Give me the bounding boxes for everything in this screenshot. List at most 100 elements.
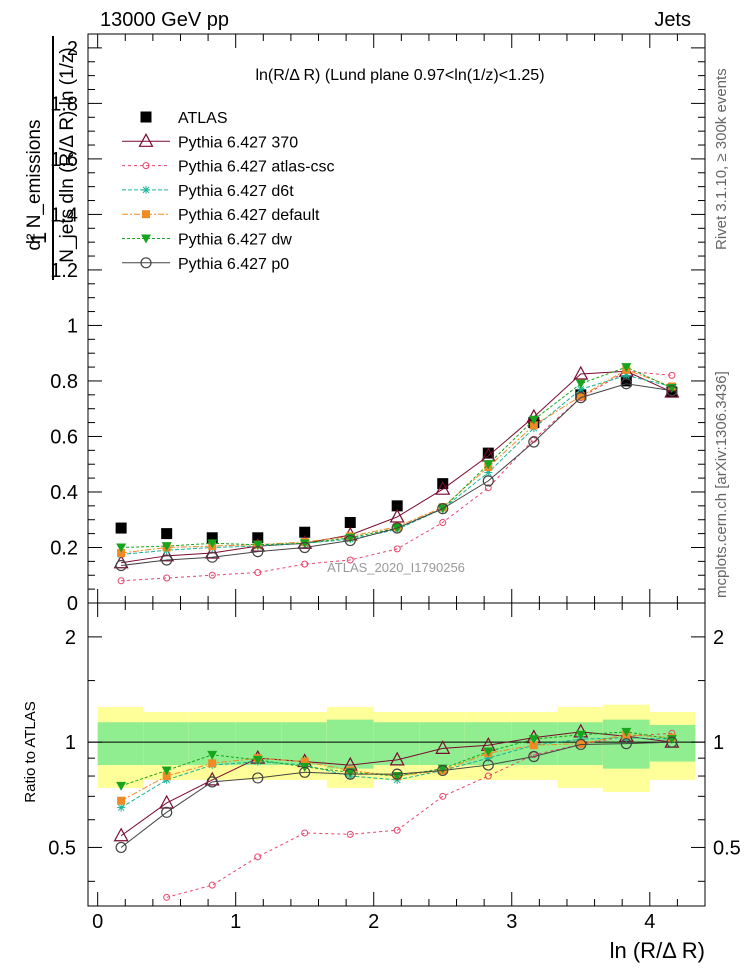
main-point-p0 <box>252 546 264 558</box>
main-point-p0 <box>206 551 218 563</box>
main-point-atlas <box>620 375 632 387</box>
main-point-default <box>117 549 126 558</box>
main-point-atlas_csc <box>668 371 676 379</box>
main-point-p0 <box>437 503 449 515</box>
main-point-p0 <box>391 522 403 534</box>
main-point-dw <box>116 543 127 553</box>
ratio-ytick-label-left: 0.5 <box>48 837 76 859</box>
ratio-point-dw <box>161 766 172 776</box>
legend-marker-atlas_csc <box>142 162 150 170</box>
main-point-atlas_csc <box>117 577 125 585</box>
ratio-point-dw <box>345 768 356 778</box>
main-point-atlas <box>299 526 311 538</box>
main-point-p370 <box>573 365 589 380</box>
y-label-denominator: N_jets dln (R/Δ R) ln (1/z) <box>57 47 78 262</box>
main-point-atlas <box>206 532 218 544</box>
ratio-point-default <box>576 739 585 748</box>
ratio-point-p0 <box>252 772 264 784</box>
main-line-dw <box>121 366 673 548</box>
x-axis-label: ln (R/Δ R) <box>610 938 705 963</box>
main-point-p370 <box>389 508 405 523</box>
ratio-point-p0 <box>391 768 403 780</box>
main-point-atlas <box>115 522 127 534</box>
main-point-dw <box>528 415 539 425</box>
ratio-point-atlas_csc <box>393 826 401 834</box>
ratio-point-p370 <box>113 827 129 842</box>
main-point-p0 <box>575 392 587 404</box>
header-process: Jets <box>654 9 691 31</box>
ratio-inner-band <box>97 722 144 766</box>
main-point-default <box>576 392 585 401</box>
main-line-atlas_csc <box>121 370 672 582</box>
main-point-atlas_csc <box>393 545 401 553</box>
legend-marker-p0 <box>140 257 152 269</box>
ratio-point-dw <box>207 750 218 760</box>
main-point-d6t-stroke <box>577 385 585 393</box>
main-ytick-label: 1.6 <box>50 149 78 171</box>
ratio-point-atlas_csc <box>163 893 171 901</box>
ratio-point-atlas_csc <box>346 830 354 838</box>
main-point-dw <box>207 539 218 549</box>
main-point-p0 <box>344 534 356 547</box>
legend-label-p370: Pythia 6.427 370 <box>178 134 298 151</box>
legend-marker-d6t-stroke <box>142 186 150 194</box>
ratio-point-p370 <box>159 794 175 809</box>
ratio-line-atlas_csc <box>166 732 672 898</box>
ratio-point-atlas_csc <box>301 829 309 837</box>
main-point-default <box>529 421 538 430</box>
main-ytick-label: 0.4 <box>50 482 78 504</box>
ratio-point-p370 <box>435 740 451 754</box>
main-ytick-label: 0.8 <box>50 371 78 393</box>
ratio-point-p0 <box>161 806 173 818</box>
main-point-atlas_csc <box>439 519 447 527</box>
ratio-point-dw <box>437 764 448 774</box>
ratio-point-p0 <box>482 759 494 771</box>
main-point-atlas_csc <box>254 568 262 576</box>
main-point-dw <box>575 379 586 389</box>
main-point-atlas <box>252 532 264 544</box>
ratio-inner-band <box>143 722 189 766</box>
legend-marker-p370 <box>138 133 154 147</box>
ratio-point-default <box>117 796 126 805</box>
ratio-ytick-label-left: 1 <box>65 732 76 754</box>
ratio-point-atlas_csc <box>208 881 216 889</box>
main-point-p370 <box>435 480 451 495</box>
legend-marker-d6t <box>142 185 150 194</box>
ratio-point-dw <box>116 781 127 791</box>
header-energy: 13000 GeV pp <box>100 9 229 31</box>
ratio-inner-band <box>373 722 420 766</box>
legend-label-default: Pythia 6.427 default <box>178 207 320 224</box>
analysis-watermark: ATLAS_2020_I1790256 <box>327 560 465 575</box>
main-point-dw <box>299 539 310 549</box>
main-point-atlas <box>391 500 403 512</box>
ratio-ytick-label-right: 1 <box>713 732 724 754</box>
legend: ATLAS Pythia 6.427 370 Pythia 6.427 atlas-… <box>122 110 335 273</box>
main-point-atlas_csc <box>484 484 492 492</box>
legend-marker-atlas <box>140 111 152 123</box>
legend-label-atlas_csc: Pythia 6.427 atlas-csc <box>178 159 335 176</box>
ratio-ytick-label-right: 2 <box>713 627 724 649</box>
ratio-line-p0 <box>120 741 672 848</box>
main-ytick-label: 0 <box>67 593 78 615</box>
main-ytick-label: 1.4 <box>50 204 78 226</box>
main-point-dw <box>252 540 263 550</box>
ratio-point-dw <box>483 747 494 757</box>
main-line-p370 <box>121 370 673 564</box>
legend-marker-dw <box>141 234 151 244</box>
main-point-dw <box>161 542 172 552</box>
main-point-atlas <box>437 478 449 490</box>
ratio-xtick-label: 0 <box>92 911 103 933</box>
ratio-point-atlas_csc <box>484 772 492 780</box>
ratio-point-p370 <box>204 771 220 786</box>
ratio-point-p0 <box>575 738 587 751</box>
legend-label-atlas: ATLAS <box>178 110 228 127</box>
main-ytick-label: 2 <box>67 38 78 60</box>
ratio-inner-band <box>649 724 696 762</box>
y-label-numerator: d² N_emissions <box>24 120 45 251</box>
ratio-point-d6t <box>117 803 126 812</box>
legend-label-d6t: Pythia 6.427 d6t <box>178 183 294 200</box>
main-line-p0 <box>121 383 672 567</box>
ratio-point-dw <box>252 755 263 765</box>
ratio-point-p0 <box>666 736 678 748</box>
legend-label-p0: Pythia 6.427 p0 <box>178 256 289 273</box>
